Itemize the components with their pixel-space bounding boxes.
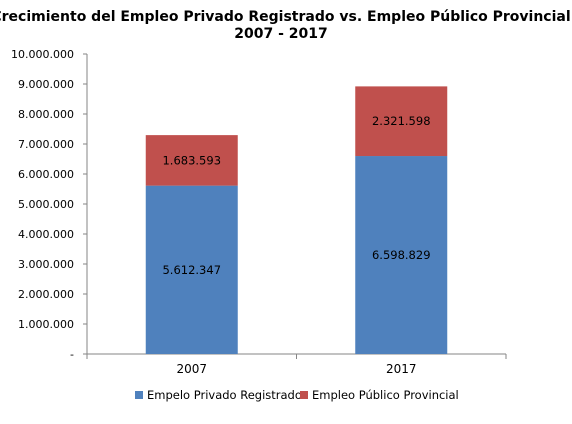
y-tick-label: 3.000.000	[18, 258, 74, 271]
y-tick-label: 2.000.000	[18, 288, 74, 301]
data-label: 2.321.598	[372, 114, 431, 128]
y-tick-label: 1.000.000	[18, 318, 74, 331]
legend-swatch	[135, 391, 143, 399]
x-tick-label: 2017	[386, 362, 417, 376]
legend-label: Empleo Público Provincial	[312, 388, 459, 402]
chart-subtitle: 2007 - 2017	[234, 26, 328, 42]
legend-label: Empelo Privado Registrado	[147, 388, 302, 402]
y-tick-label: 10.000.000	[11, 48, 74, 61]
data-label: 5.612.347	[162, 263, 221, 277]
x-tick-label: 2007	[176, 362, 207, 376]
y-tick-label: -	[70, 348, 74, 361]
bar-segment-privado	[355, 156, 448, 354]
y-tick-label: 4.000.000	[18, 228, 74, 241]
y-tick-label: 9.000.000	[18, 78, 74, 91]
data-label: 1.683.593	[162, 153, 221, 167]
legend: Empelo Privado Registrado Empleo Público …	[135, 388, 459, 402]
y-tick-label: 6.000.000	[18, 168, 74, 181]
bar-segment-publico	[355, 86, 448, 157]
data-label: 6.598.829	[372, 248, 431, 262]
y-tick-label: 5.000.000	[18, 198, 74, 211]
bar-segment-privado	[145, 185, 238, 354]
bar-segment-publico	[145, 135, 238, 186]
legend-swatch	[300, 391, 308, 399]
plot-area: - 1.000.000 2.000.000 3.000.000 4.000.000 5.0…	[11, 48, 507, 376]
chart-title: Crecimiento del Empleo Privado Registrad…	[0, 9, 571, 25]
y-tick-label: 8.000.000	[18, 108, 74, 121]
y-tick-label: 7.000.000	[18, 138, 74, 151]
